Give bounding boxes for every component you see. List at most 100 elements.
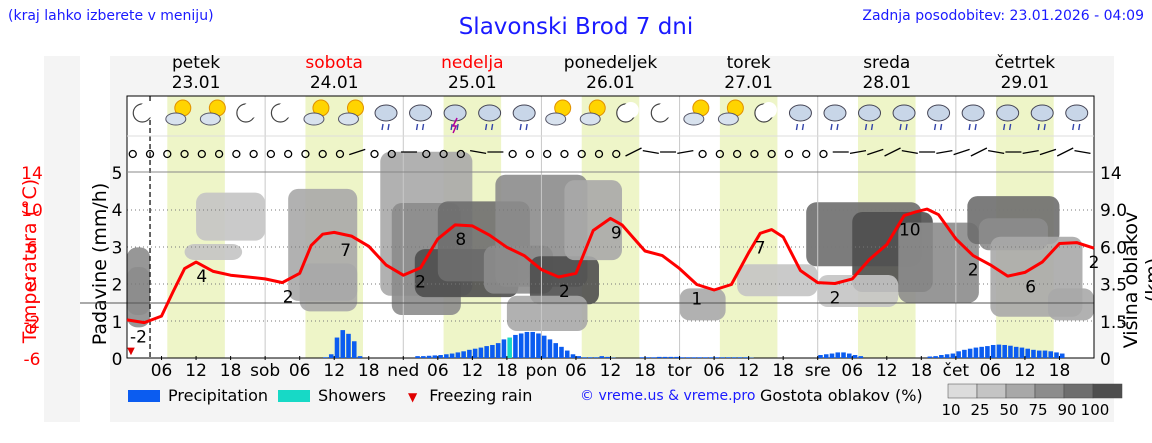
moon-cutout <box>622 102 639 118</box>
precipitation-bar <box>1048 351 1054 358</box>
precipitation-bar <box>444 354 449 358</box>
precipitation-bar <box>714 357 720 358</box>
temperature-label: 10 <box>899 221 921 241</box>
wind-calm-marker <box>249 149 258 159</box>
temperature-label: 1 <box>691 289 702 309</box>
precipitation-bar <box>415 356 420 358</box>
precipitation-tick: 4 <box>112 201 123 221</box>
precipitation-bar <box>541 335 547 358</box>
precipitation-bar <box>472 348 478 358</box>
cloud-shape <box>409 104 433 122</box>
moon-cutout <box>139 102 156 118</box>
precipitation-bar <box>818 355 823 358</box>
rain-drop <box>421 123 425 131</box>
precipitation-bar <box>328 354 334 358</box>
cloud-shape <box>165 112 187 126</box>
precipitation-bar <box>536 333 541 358</box>
precipitation-tick: 5 <box>112 164 123 184</box>
precipitation-bar <box>478 347 484 358</box>
wind-barb <box>988 150 1005 154</box>
wind-calm-marker <box>698 149 707 159</box>
cloud-height-tick: 6.0 <box>1100 238 1127 258</box>
rain-drop <box>519 123 522 131</box>
wind-barb <box>970 147 988 157</box>
daylight-band <box>719 96 778 358</box>
temperature-label: 9 <box>611 223 622 243</box>
rain-drop <box>905 123 908 131</box>
cloud-shape <box>858 104 882 122</box>
hour-tick: 18 <box>358 361 380 381</box>
wind-calm-marker <box>577 149 586 159</box>
day-header-0: petek 23.01 <box>136 53 256 93</box>
precipitation-bar <box>346 333 351 358</box>
precipitation-bar <box>1013 346 1019 358</box>
precipitation-bar <box>697 357 702 358</box>
precipitation-bar <box>950 353 956 358</box>
sun-cloud-icon <box>683 99 710 126</box>
day-name: petek <box>171 53 221 73</box>
cloud-height-tick: 3.5 <box>1100 276 1127 296</box>
wind-calm-marker <box>163 149 172 159</box>
location-menu-hint[interactable]: (kraj lahko izberete v meniju) <box>8 8 214 24</box>
precipitation-bar <box>501 339 507 358</box>
wind-barb <box>349 148 366 156</box>
precipitation-bar <box>967 348 973 358</box>
temperature-label: 4 <box>196 267 207 287</box>
sun-cloud-icon <box>303 99 330 126</box>
day-date: 27.01 <box>724 73 773 93</box>
precipitation-bar <box>979 346 984 358</box>
temperature-label: -2 <box>130 328 147 348</box>
precipitation-bar <box>680 357 685 358</box>
cloud-shape <box>996 104 1020 122</box>
moon-cutout <box>760 102 777 118</box>
cloud-density-swatch <box>976 383 1007 399</box>
sun-cloud-icon <box>545 99 572 126</box>
cloud-shape <box>303 112 325 126</box>
hour-tick: 06 <box>703 361 725 381</box>
hour-tick: 06 <box>565 361 587 381</box>
precipitation-bar <box>438 355 443 358</box>
cloud-density-swatch <box>1034 383 1065 399</box>
rain-cloud-icon <box>512 104 536 131</box>
wind-barb <box>849 150 867 154</box>
precipitation-bar <box>962 349 967 358</box>
precipitation-bar <box>426 355 432 358</box>
wind-calm-marker <box>284 149 293 159</box>
precipitation-bar <box>939 355 944 358</box>
wind-calm-marker <box>214 149 224 159</box>
precipitation-bar <box>708 357 714 358</box>
wind-calm-marker <box>732 149 742 159</box>
wind-barb <box>642 150 659 154</box>
precipitation-tick: 1 <box>112 313 123 333</box>
moon-icon <box>132 102 156 123</box>
rain-drop <box>1072 123 1075 131</box>
precipitation-bar <box>570 354 576 358</box>
cloud-height-tick: 1.5 <box>1100 313 1127 333</box>
cloud-height-tick: 9.0 <box>1100 201 1127 221</box>
cloud-shape <box>478 104 502 122</box>
day-date: 24.01 <box>309 73 359 93</box>
cloud-shape <box>199 112 221 126</box>
precipitation-bar <box>334 337 340 358</box>
wind-barb <box>677 150 694 154</box>
showers-swatch <box>278 390 310 402</box>
precipitation-bar <box>973 347 979 358</box>
precipitation-bar <box>944 354 950 358</box>
wind-barb <box>884 147 901 157</box>
cloud-density-value: 10 <box>941 401 960 419</box>
precipitation-label: Precipitation <box>168 386 269 405</box>
cloud-shape <box>683 112 705 126</box>
wind-barb <box>867 148 884 156</box>
wind-calm-marker <box>767 149 776 159</box>
rain-drop <box>525 123 528 131</box>
rain-drop <box>974 123 977 131</box>
wind-barb <box>901 150 918 154</box>
rain-drop <box>1008 123 1012 131</box>
moon-cutout <box>277 102 294 118</box>
sun-cloud-icon <box>199 99 226 126</box>
credit-link[interactable]: © vreme.us & vreme.pro <box>580 388 756 404</box>
precipitation-bar <box>1036 350 1042 358</box>
precipitation-bar <box>731 357 737 358</box>
precipitation-bar <box>323 357 328 358</box>
